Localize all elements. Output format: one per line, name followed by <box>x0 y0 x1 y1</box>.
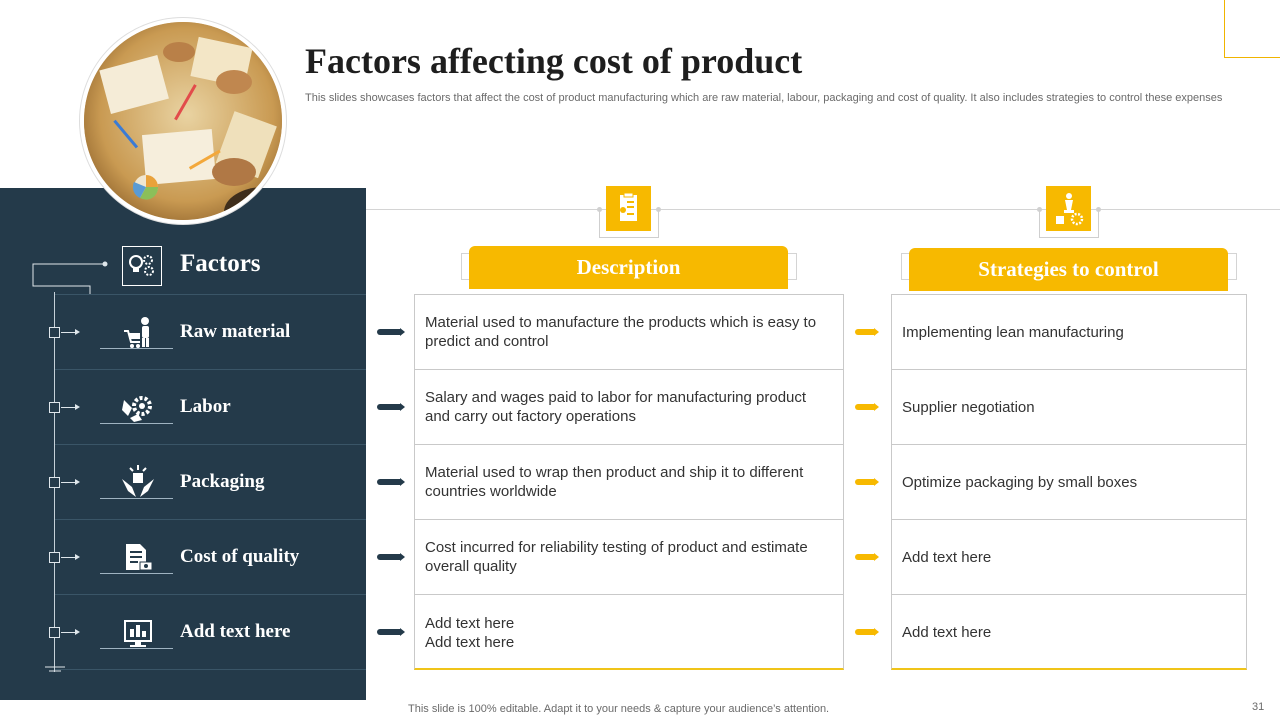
team-photo <box>80 18 286 224</box>
corner-decoration <box>1224 0 1280 58</box>
arrow-right-icon <box>377 553 405 561</box>
document-money-icon <box>118 540 158 576</box>
factor-label-add-text: Add text here <box>180 621 291 642</box>
icon-frame <box>599 208 659 238</box>
ground-icon <box>45 666 65 672</box>
node-marker <box>49 477 60 488</box>
hand-gear-icon <box>118 390 158 426</box>
strategies-heading: Strategies to control <box>909 248 1228 291</box>
factor-underline <box>100 423 173 424</box>
header-divider <box>366 209 1280 210</box>
arrow-right-icon <box>377 328 405 336</box>
strategy-cell: Optimize packaging by small boxes <box>892 445 1246 520</box>
arrow-right-icon <box>855 403 879 411</box>
dot <box>1096 207 1101 212</box>
node-marker <box>49 627 60 638</box>
description-table: Material used to manufacture the product… <box>414 294 844 670</box>
node-arrow <box>61 629 80 635</box>
arrow-right-icon <box>855 553 879 561</box>
dot <box>656 207 661 212</box>
node-marker <box>49 552 60 563</box>
footer-note: This slide is 100% editable. Adapt it to… <box>408 703 830 715</box>
factor-label-cost-of-quality: Cost of quality <box>180 546 300 567</box>
page-number: 31 <box>1252 701 1265 713</box>
strategy-cell: Add text here <box>902 624 992 641</box>
hands-box-icon <box>118 465 158 501</box>
icon-frame <box>1039 208 1099 238</box>
clipboard-icon <box>606 186 651 231</box>
node-arrow <box>61 554 80 560</box>
arrow-right-icon <box>377 478 405 486</box>
arrow-right-icon <box>855 328 879 336</box>
node-marker <box>49 327 60 338</box>
row-divider <box>55 669 366 670</box>
slide-title: Factors affecting cost of product <box>305 41 803 81</box>
row-divider <box>55 444 366 445</box>
factors-heading: Factors <box>180 250 261 277</box>
strategy-chess-icon <box>1046 186 1091 231</box>
description-heading: Description <box>469 246 788 289</box>
factor-underline <box>100 498 173 499</box>
description-cell: Material used to manufacture the product… <box>415 295 843 370</box>
row-divider <box>55 519 366 520</box>
connector-bracket <box>32 261 108 294</box>
factor-underline <box>100 348 173 349</box>
description-cell: Material used to wrap then product and s… <box>415 445 843 520</box>
node-arrow <box>61 404 80 410</box>
row-divider <box>55 594 366 595</box>
worker-cart-icon <box>118 315 158 351</box>
arrow-right-icon <box>855 628 879 636</box>
dot <box>1037 207 1042 212</box>
factor-underline <box>100 573 173 574</box>
arrow-right-icon <box>377 403 405 411</box>
monitor-chart-icon <box>118 615 158 651</box>
node-arrow <box>61 329 80 335</box>
strategies-table: Implementing lean manufacturing Supplier… <box>891 294 1247 670</box>
strategy-cell: Supplier negotiation <box>892 370 1246 445</box>
node-marker <box>49 402 60 413</box>
strategy-cell: Add text here <box>892 520 1246 595</box>
lightbulb-gears-icon <box>122 246 162 286</box>
node-arrow <box>61 479 80 485</box>
factor-underline <box>100 648 173 649</box>
strategy-cell: Implementing lean manufacturing <box>892 295 1246 370</box>
description-cell: Salary and wages paid to labor for manuf… <box>415 370 843 445</box>
description-cell: Cost incurred for reliability testing of… <box>415 520 843 595</box>
row-divider <box>55 369 366 370</box>
factor-label-raw-material: Raw material <box>180 321 291 342</box>
arrow-right-icon <box>377 628 405 636</box>
factor-label-packaging: Packaging <box>180 471 265 492</box>
arrow-right-icon <box>855 478 879 486</box>
factors-panel: Factors Raw material <box>0 188 366 700</box>
factor-label-labor: Labor <box>180 396 231 417</box>
slide-subtitle: This slides showcases factors that affec… <box>305 92 1223 104</box>
dot <box>597 207 602 212</box>
description-cell: Add text here Add text here <box>425 614 515 651</box>
row-divider <box>55 294 366 295</box>
